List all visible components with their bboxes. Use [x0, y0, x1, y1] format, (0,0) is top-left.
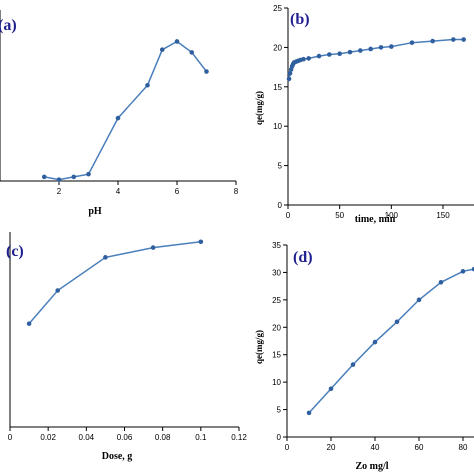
data-point-b-20: [430, 38, 435, 44]
data-point-b-12: [327, 52, 332, 57]
data-point-b-21: [451, 37, 456, 42]
panel-d-chart: 0 20 40 60 80 0 5 10 15 20 25 30 35 Zo mg/l qe(mg/g) (d…: [254, 241, 474, 472]
data-point-b-17: [378, 45, 384, 50]
data-point-b-9: [301, 56, 306, 62]
data-point-c-2: [103, 255, 108, 260]
data-point-d-7: [460, 269, 466, 274]
series-line-b: [288, 38, 464, 80]
y-axis-label-d: qe(mg/g): [254, 330, 264, 364]
panel-label-c: (c): [6, 243, 24, 260]
y-tick-label-b-1: 5: [278, 162, 283, 171]
panel-b-chart: 0 50 100 150 0 5 10 15 20 25 time, min qe(mg/g) (b): [254, 4, 474, 225]
panel-c-chart: 0 0.02 0.04 0.06 0.08 0.1 0.12 Dose, g (c): [6, 232, 247, 462]
data-point-a-5: [145, 82, 150, 88]
y-tick-label-d-7: 35: [272, 241, 281, 250]
data-point-c-3: [150, 245, 156, 250]
data-point-b-10: [306, 56, 311, 61]
data-point-d-1: [328, 386, 334, 392]
series-line-d: [308, 268, 474, 414]
data-point-b-13: [337, 51, 342, 57]
data-point-b-15: [358, 48, 363, 53]
data-point-b-1: [287, 71, 293, 76]
y-tick-label-d-6: 30: [272, 268, 281, 277]
data-point-b-14: [347, 49, 353, 55]
y-tick-label-b-4: 20: [273, 43, 282, 52]
x-tick-label-c-4: 0.08: [155, 433, 171, 442]
data-point-d-2: [350, 362, 356, 367]
y-tick-label-d-4: 20: [272, 323, 281, 332]
data-point-d-6: [438, 280, 444, 285]
data-point-d-3: [372, 339, 378, 345]
x-tick-label-a-3: 8: [234, 187, 239, 196]
data-point-d-0: [306, 410, 312, 416]
y-tick-label-b-3: 15: [273, 83, 282, 92]
data-point-a-9: [204, 69, 209, 74]
y-tick-label-d-2: 10: [272, 378, 281, 387]
series-line-a: [44, 40, 208, 181]
data-point-a-8: [189, 50, 195, 55]
y-axis-label-b: qe(mg/g): [254, 91, 264, 125]
x-tick-label-d-2: 40: [371, 443, 380, 452]
y-tick-label-d-3: 15: [272, 351, 281, 360]
x-tick-label-a-2: 6: [175, 187, 180, 196]
data-point-b-19: [409, 40, 415, 45]
panel-label-a: (a): [0, 17, 17, 34]
data-point-a-7: [174, 39, 180, 44]
x-tick-label-c-3: 0.06: [117, 433, 133, 442]
series-line-c: [28, 241, 201, 325]
x-tick-label-c-6: 0.12: [231, 433, 247, 442]
x-tick-label-a-1: 4: [116, 187, 121, 196]
y-tick-label-d-5: 25: [272, 296, 281, 305]
x-tick-label-a-0: 2: [57, 187, 62, 196]
data-point-d-4: [394, 319, 400, 325]
x-axis-label-a: pH: [88, 206, 102, 217]
x-tick-label-c-2: 0.04: [79, 433, 95, 442]
x-tick-label-d-0: 0: [285, 443, 290, 452]
y-tick-label-b-2: 10: [273, 122, 282, 131]
x-tick-label-c-1: 0.02: [40, 433, 56, 442]
data-point-a-3: [86, 171, 91, 177]
y-tick-label-b-5: 25: [273, 4, 282, 13]
x-tick-label-d-4: 80: [459, 443, 468, 452]
data-point-a-1: [56, 177, 62, 182]
data-point-d-5: [416, 297, 422, 303]
data-point-c-4: [198, 239, 204, 245]
y-tick-label-d-1: 5: [277, 406, 282, 415]
panel-a-chart: 2 4 6 8 pH (a): [0, 10, 239, 217]
x-tick-label-b-2: 100: [385, 211, 399, 220]
panel-label-b: (b): [290, 11, 310, 28]
data-point-c-1: [55, 288, 61, 293]
data-point-d-8: [471, 266, 474, 272]
y-tick-label-d-0: 0: [277, 433, 282, 442]
x-tick-label-c-5: 0.1: [195, 433, 207, 442]
x-tick-label-d-1: 20: [327, 443, 336, 452]
x-tick-label-d-3: 60: [415, 443, 424, 452]
x-tick-label-c-0: 0: [8, 433, 13, 442]
x-tick-label-b-1: 50: [335, 211, 344, 220]
data-point-b-0: [286, 76, 292, 82]
data-point-a-6: [159, 47, 165, 52]
data-point-a-4: [115, 115, 121, 121]
panel-label-d: (d): [293, 249, 313, 266]
data-point-c-0: [26, 321, 32, 326]
data-point-a-0: [41, 174, 47, 180]
data-point-b-16: [368, 46, 373, 52]
data-point-b-18: [389, 44, 394, 49]
data-point-a-2: [71, 174, 77, 180]
x-axis-label-b: time, min: [355, 214, 396, 225]
x-tick-label-b-3: 150: [436, 211, 450, 220]
y-tick-label-b-0: 0: [278, 201, 283, 210]
x-tick-label-b-0: 0: [286, 211, 291, 220]
data-point-b-11: [316, 53, 322, 59]
data-point-b-22: [461, 37, 466, 42]
x-axis-label-c: Dose, g: [102, 451, 133, 462]
x-axis-label-d: Zo mg/l: [355, 461, 388, 472]
